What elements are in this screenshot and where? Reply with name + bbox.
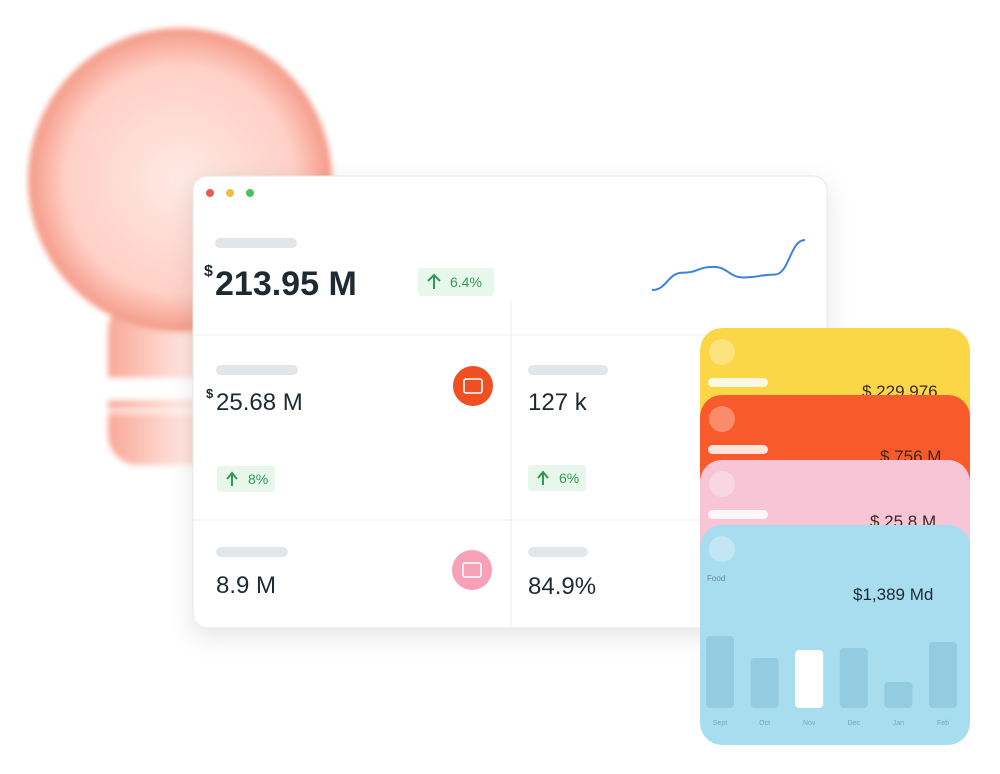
metric-value: 84.9% xyxy=(528,573,596,600)
card-icon xyxy=(709,406,735,432)
placeholder xyxy=(708,378,768,387)
metric-value: 25.68 M xyxy=(216,389,303,416)
bar-label: Oct xyxy=(759,720,770,727)
bar xyxy=(706,636,734,708)
metric-value: 8.9 M xyxy=(216,572,276,599)
dashboard-window: $ 213.95 M 6.4% $ 25.68 M 8% 127 k 6% 8.… xyxy=(192,175,828,629)
placeholder xyxy=(708,445,768,454)
currency: $ xyxy=(204,263,213,280)
metric-value: 127 k xyxy=(528,389,588,416)
change-badge: 6.4% xyxy=(450,274,482,290)
card-icon xyxy=(709,339,735,365)
card xyxy=(700,525,970,745)
bar-label: Sept xyxy=(713,720,727,727)
bar-label: Nov xyxy=(803,720,816,727)
card-icon xyxy=(709,471,735,497)
trend-line xyxy=(651,239,806,291)
bar xyxy=(795,650,824,708)
placeholder xyxy=(708,510,768,519)
bar-label: Jan xyxy=(893,720,904,727)
change-badge: 8% xyxy=(248,471,268,487)
change-badge: 6% xyxy=(559,470,579,486)
headline-value: 213.95 M xyxy=(215,265,357,303)
card-icon xyxy=(709,536,735,562)
bar-label: Dec xyxy=(848,720,861,727)
bar xyxy=(750,658,779,708)
card-amount: $1,389 Md xyxy=(853,585,933,604)
currency: $ xyxy=(206,386,214,401)
bar xyxy=(884,682,913,708)
bar-label: Feb xyxy=(937,720,949,727)
bar xyxy=(839,648,868,708)
card-label: Food xyxy=(707,574,725,583)
bar xyxy=(929,642,957,708)
sparkline xyxy=(651,239,806,291)
